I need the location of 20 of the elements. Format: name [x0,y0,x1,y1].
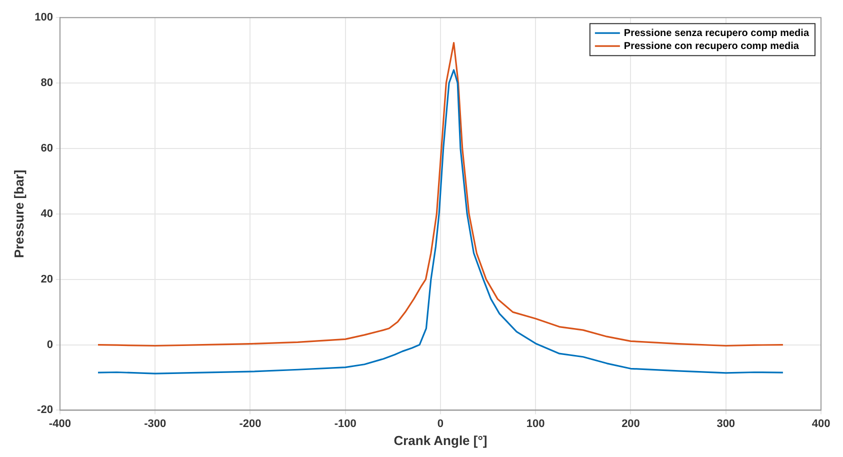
x-tick-label: -400 [48,418,71,430]
x-tick-label: -100 [334,418,356,430]
y-tick-label: 0 [46,338,53,351]
y-tick-label: 80 [40,77,53,90]
x-tick-label: -200 [239,418,262,430]
legend-label: Pressione senza recupero comp media [624,28,810,39]
x-tick-label: 100 [526,418,545,430]
x-axis-title: Crank Angle [°] [394,432,488,448]
y-tick-label: 20 [40,273,53,286]
y-tick-label: 40 [40,208,53,220]
y-tick-label: 60 [40,142,53,154]
y-tick-label: 100 [34,12,53,24]
x-tick-label: 200 [622,418,640,430]
x-tick-label: 0 [437,418,444,430]
x-tick-label: 400 [812,418,830,430]
x-tick-label: -300 [144,418,166,430]
y-axis-title: Pressure [bar] [11,170,26,258]
y-tick-label: -20 [37,404,53,416]
legend-label: Pressione con recupero comp media [624,40,800,52]
x-tick-label: 300 [716,418,736,430]
